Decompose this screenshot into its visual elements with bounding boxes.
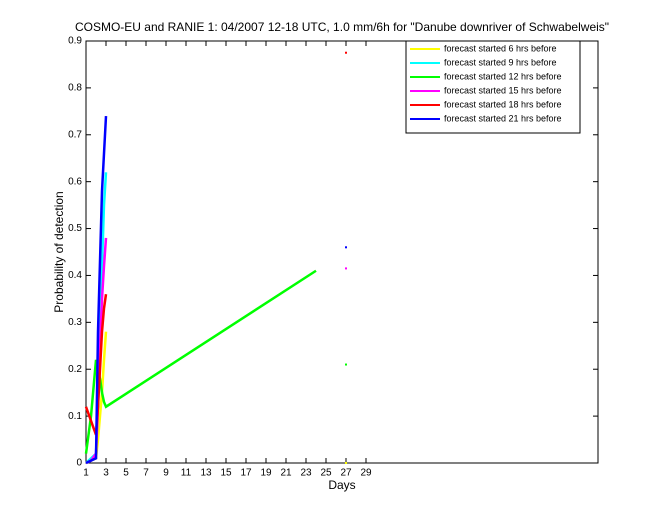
x-axis-label: Days (328, 478, 355, 492)
x-tick-label: 1 (83, 468, 89, 479)
axes-frame (85, 40, 599, 464)
x-tick-label: 11 (181, 468, 192, 479)
y-tick-label: 0.2 (68, 364, 82, 375)
series-line (84, 294, 108, 436)
y-tick-label: 0 (76, 458, 82, 469)
x-tick-label: 7 (143, 468, 149, 479)
legend-label: forecast started 21 hrs before (444, 113, 562, 123)
legend-label: forecast started 9 hrs before (444, 57, 557, 67)
x-tick-label: 19 (260, 468, 272, 479)
x-tick-label: 5 (123, 468, 129, 479)
legend-label: forecast started 6 hrs before (444, 43, 557, 53)
y-tick-label: 0.6 (68, 176, 82, 187)
x-tick-label: 25 (320, 468, 332, 479)
x-tick-label: 29 (360, 468, 372, 479)
series-line (85, 115, 108, 465)
series-point (345, 462, 347, 464)
x-tick-label: 13 (200, 468, 212, 479)
y-tick-label: 0.3 (68, 317, 82, 328)
x-tick-label: 9 (163, 468, 169, 479)
x-tick-label: 23 (300, 468, 312, 479)
x-tick-label: 3 (103, 468, 109, 479)
x-tick-label: 15 (220, 468, 232, 479)
x-tick-label: 21 (280, 468, 292, 479)
x-tick-label: 17 (240, 468, 252, 479)
legend-label: forecast started 15 hrs before (444, 85, 562, 95)
y-axis-label: Probability of detection (52, 191, 66, 312)
legend-label: forecast started 12 hrs before (444, 71, 562, 81)
y-tick-label: 0.4 (68, 270, 82, 281)
legend-box (405, 40, 581, 134)
y-tick-label: 0.8 (68, 83, 82, 94)
series-point (345, 246, 347, 249)
y-tick-label: 0.9 (68, 36, 82, 47)
y-tick-label: 0.7 (68, 129, 82, 140)
chart-title: COSMO-EU and RANIE 1: 04/2007 12-18 UTC,… (75, 20, 609, 34)
series-point (345, 267, 347, 270)
y-tick-label: 0.1 (68, 411, 82, 422)
x-tick-label: 27 (340, 468, 352, 479)
legend-label: forecast started 18 hrs before (444, 99, 562, 109)
series-point (345, 51, 347, 54)
series-point (345, 363, 347, 366)
y-tick-label: 0.5 (68, 223, 82, 234)
